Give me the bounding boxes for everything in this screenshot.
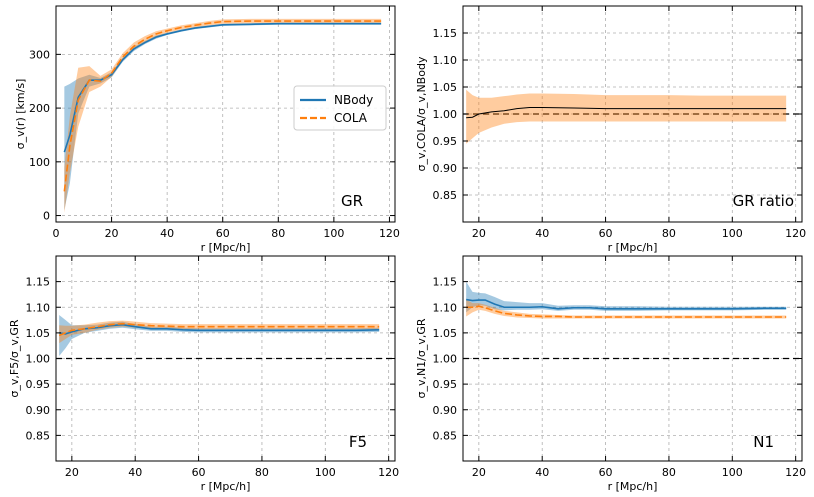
x-axis-label: r [Mpc/h] — [201, 480, 251, 493]
x-tick-label: 80 — [662, 227, 676, 240]
legend-label-nbody: NBody — [334, 93, 373, 107]
y-tick-label: 1.05 — [433, 327, 458, 340]
panel-gr-ratio: 20 40 60 80 100 120 0.85 0.90 0.95 1.00 1.05 1.10 1.… — [415, 5, 806, 254]
panel-tag: GR — [341, 192, 363, 210]
x-tick-label: 120 — [785, 227, 806, 240]
y-tick-label: 1.15 — [26, 276, 51, 289]
plot-area — [463, 89, 802, 144]
y-tick-label: 0.90 — [433, 404, 458, 417]
x-tick-label: 60 — [216, 227, 230, 240]
y-axis-label: σ_v,N1/σ_v,GR — [415, 318, 428, 398]
panel-tag: F5 — [349, 433, 367, 451]
x-tick-label: 100 — [315, 466, 336, 479]
panel-f5: 20 40 60 80 100 120 0.85 0.90 0.95 1.00 1.05 1.10 1.… — [8, 255, 399, 493]
y-tick-label: 1.00 — [433, 353, 458, 366]
x-tick-label: 20 — [65, 466, 79, 479]
x-tick-label: 60 — [599, 466, 613, 479]
series-line-ratio — [466, 107, 787, 119]
x-tick-label: 40 — [128, 466, 142, 479]
x-tick-label: 120 — [785, 466, 806, 479]
y-tick-label: 1.15 — [433, 27, 458, 40]
y-tick-label: 1.10 — [433, 54, 458, 67]
x-tick-label: 20 — [472, 227, 486, 240]
x-tick-label: 80 — [271, 227, 285, 240]
series-line-nbody — [466, 298, 787, 310]
x-tick-label: 60 — [192, 466, 206, 479]
x-tick-label: 40 — [535, 227, 549, 240]
series-line-nbody — [63, 22, 382, 153]
x-tick-label: 20 — [105, 227, 119, 240]
x-tick-label: 120 — [378, 466, 399, 479]
y-tick-label: 0.95 — [26, 378, 51, 391]
x-tick-label: 120 — [379, 227, 400, 240]
y-tick-label: 1.10 — [26, 301, 51, 314]
x-tick-label: 20 — [472, 466, 486, 479]
x-axis-label: r [Mpc/h] — [201, 241, 251, 254]
y-tick-label: 1.00 — [433, 108, 458, 121]
x-tick-label: 80 — [662, 466, 676, 479]
error-band-nbody — [59, 314, 380, 356]
series-line-cola — [58, 322, 380, 337]
plot-area — [463, 281, 802, 360]
error-band-cola — [466, 299, 787, 319]
x-tick-label: 40 — [535, 466, 549, 479]
y-axis-label: σ_v,F5/σ_v,GR — [8, 319, 21, 398]
y-tick-label: 300 — [29, 48, 50, 61]
panel-tag: GR ratio — [733, 192, 794, 210]
panel-tag: N1 — [753, 433, 774, 451]
y-tick-label: 0 — [43, 210, 50, 223]
y-tick-label: 1.05 — [433, 81, 458, 94]
x-tick-label: 60 — [599, 227, 613, 240]
error-band-nbody — [466, 281, 787, 313]
y-axis-label: σ_v(r) [km/s] — [14, 79, 27, 150]
y-tick-label: 1.10 — [433, 301, 458, 314]
x-tick-label: 100 — [722, 466, 743, 479]
legend: NBody COLA — [293, 85, 387, 131]
panel-gr: 0 20 40 60 80 100 120 0 100 200 300 r [Mpc/h] σ_v(r)… — [14, 5, 400, 254]
x-tick-label: 40 — [160, 227, 174, 240]
x-tick-label: 100 — [323, 227, 344, 240]
legend-label-cola: COLA — [334, 111, 368, 125]
y-tick-label: 1.15 — [433, 276, 458, 289]
y-tick-label: 0.95 — [433, 378, 458, 391]
error-band-ratio — [466, 89, 787, 144]
y-tick-label: 0.85 — [26, 429, 51, 442]
series-line-cola — [63, 20, 382, 192]
y-tick-label: 100 — [29, 156, 50, 169]
axes-frame — [55, 5, 396, 223]
y-tick-label: 0.95 — [433, 135, 458, 148]
y-tick-label: 1.00 — [26, 353, 51, 366]
x-tick-label: 0 — [53, 227, 60, 240]
panel-n1: 20 40 60 80 100 120 0.85 0.90 0.95 1.00 1.05 1.10 1.… — [415, 255, 806, 493]
series-line-cola — [466, 305, 787, 318]
y-tick-label: 1.05 — [26, 327, 51, 340]
y-tick-label: 0.85 — [433, 429, 458, 442]
plot-area — [63, 18, 382, 213]
y-axis-label: σ_v,COLA/σ_v,NBody — [415, 56, 428, 171]
y-tick-label: 0.85 — [433, 189, 458, 202]
y-tick-label: 0.90 — [26, 404, 51, 417]
x-tick-label: 80 — [255, 466, 269, 479]
y-tick-label: 200 — [29, 102, 50, 115]
plot-area — [56, 314, 395, 360]
y-tick-label: 0.90 — [433, 162, 458, 175]
x-tick-label: 100 — [722, 227, 743, 240]
x-axis-label: r [Mpc/h] — [608, 241, 658, 254]
x-axis-label: r [Mpc/h] — [608, 480, 658, 493]
